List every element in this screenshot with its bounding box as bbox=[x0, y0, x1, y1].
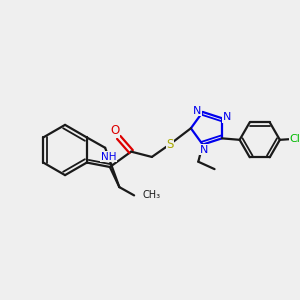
Text: N: N bbox=[223, 112, 231, 122]
Text: Cl: Cl bbox=[290, 134, 300, 144]
Text: N: N bbox=[193, 106, 202, 116]
Text: S: S bbox=[166, 138, 174, 151]
Text: O: O bbox=[111, 124, 120, 137]
Text: N: N bbox=[200, 145, 208, 155]
Text: NH: NH bbox=[101, 152, 116, 162]
Text: CH₃: CH₃ bbox=[142, 190, 160, 200]
